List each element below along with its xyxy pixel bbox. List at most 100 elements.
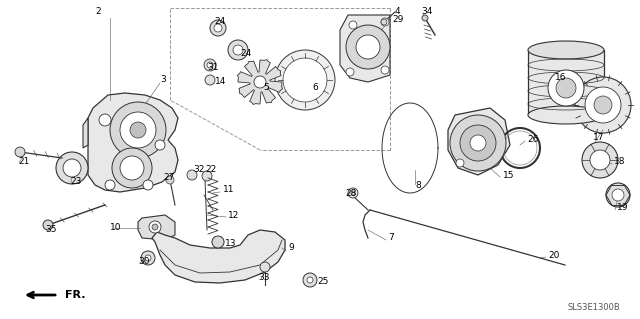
Text: 23: 23	[70, 177, 81, 187]
Circle shape	[348, 188, 358, 198]
Circle shape	[166, 176, 174, 184]
Circle shape	[460, 125, 496, 161]
Text: 6: 6	[312, 84, 317, 93]
Circle shape	[152, 224, 158, 230]
Text: FR.: FR.	[65, 290, 86, 300]
Text: 25: 25	[317, 278, 328, 286]
Circle shape	[63, 159, 81, 177]
Circle shape	[585, 87, 621, 123]
Circle shape	[303, 273, 317, 287]
Circle shape	[346, 25, 390, 69]
Circle shape	[204, 59, 216, 71]
Circle shape	[233, 45, 243, 55]
Circle shape	[105, 180, 115, 190]
Text: 16: 16	[555, 73, 566, 83]
Text: 27: 27	[163, 174, 174, 182]
Text: 15: 15	[503, 170, 515, 180]
Circle shape	[120, 156, 144, 180]
Circle shape	[349, 21, 357, 29]
Polygon shape	[88, 93, 178, 192]
Text: 20: 20	[548, 250, 559, 259]
Circle shape	[307, 277, 313, 283]
Text: SLS3E1300B: SLS3E1300B	[567, 303, 620, 313]
Text: 33: 33	[258, 273, 269, 283]
Circle shape	[120, 112, 156, 148]
Circle shape	[260, 262, 270, 272]
Text: 32: 32	[193, 166, 204, 174]
Text: 34: 34	[421, 8, 433, 17]
Circle shape	[346, 68, 354, 76]
Text: 24: 24	[240, 49, 252, 58]
Text: 11: 11	[223, 186, 234, 195]
Circle shape	[214, 24, 222, 32]
Circle shape	[612, 189, 624, 201]
Circle shape	[145, 255, 151, 261]
Circle shape	[110, 102, 166, 158]
Text: 8: 8	[415, 181, 420, 189]
Circle shape	[283, 58, 327, 102]
Circle shape	[356, 35, 380, 59]
Polygon shape	[83, 118, 88, 148]
Circle shape	[205, 75, 215, 85]
Circle shape	[143, 180, 153, 190]
Circle shape	[582, 142, 618, 178]
Text: 7: 7	[388, 234, 394, 242]
Circle shape	[149, 221, 161, 233]
Circle shape	[43, 220, 53, 230]
Text: 21: 21	[18, 158, 29, 167]
Polygon shape	[138, 215, 175, 240]
Text: 9: 9	[288, 243, 294, 253]
Ellipse shape	[528, 41, 604, 59]
Text: 30: 30	[138, 257, 150, 266]
Text: 10: 10	[110, 224, 122, 233]
Circle shape	[351, 191, 355, 195]
Circle shape	[202, 171, 212, 181]
Text: 24: 24	[214, 18, 225, 26]
Circle shape	[381, 19, 387, 25]
Circle shape	[594, 96, 612, 114]
Text: 35: 35	[45, 226, 56, 234]
Circle shape	[155, 140, 165, 150]
Text: 5: 5	[263, 84, 269, 93]
Circle shape	[228, 40, 248, 60]
Circle shape	[187, 170, 197, 180]
Text: 31: 31	[207, 63, 218, 72]
Circle shape	[15, 147, 25, 157]
Circle shape	[212, 236, 224, 248]
Circle shape	[381, 18, 389, 26]
Polygon shape	[448, 108, 510, 175]
Text: 2: 2	[95, 8, 100, 17]
Circle shape	[575, 77, 631, 133]
Text: 28: 28	[345, 189, 356, 197]
Polygon shape	[340, 15, 390, 82]
Circle shape	[470, 135, 486, 151]
Text: 29: 29	[392, 16, 403, 25]
Circle shape	[422, 15, 428, 21]
Circle shape	[254, 76, 266, 88]
Text: 22: 22	[205, 166, 216, 174]
Circle shape	[606, 183, 630, 207]
Text: 26: 26	[527, 136, 538, 145]
Circle shape	[210, 20, 226, 36]
Circle shape	[275, 50, 335, 110]
Circle shape	[556, 78, 576, 98]
Text: 4: 4	[395, 8, 401, 17]
Circle shape	[456, 159, 464, 167]
Text: 13: 13	[225, 239, 237, 248]
Bar	[528, 50, 604, 115]
Circle shape	[450, 115, 506, 171]
Text: 19: 19	[617, 204, 628, 212]
Text: 3: 3	[160, 76, 166, 85]
Circle shape	[548, 70, 584, 106]
Circle shape	[130, 122, 146, 138]
Text: 18: 18	[614, 158, 625, 167]
Text: 14: 14	[215, 78, 227, 86]
Circle shape	[381, 66, 389, 74]
Ellipse shape	[528, 106, 604, 124]
Polygon shape	[237, 60, 282, 105]
Circle shape	[590, 150, 610, 170]
Circle shape	[141, 251, 155, 265]
Circle shape	[56, 152, 88, 184]
Circle shape	[112, 148, 152, 188]
Text: 12: 12	[228, 211, 239, 219]
